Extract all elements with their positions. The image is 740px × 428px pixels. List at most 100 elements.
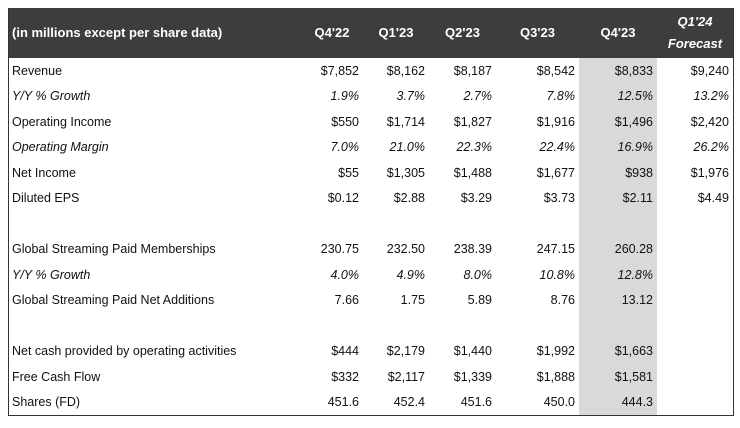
header-q3-23: Q3'23 (496, 8, 579, 58)
cell-value: 7.0% (330, 140, 360, 155)
cell-value: 22.4% (539, 140, 575, 155)
cell-value: $444 (331, 344, 359, 359)
spacer-row (9, 313, 733, 339)
cell-value (657, 339, 733, 365)
cell-value: $2,420 (690, 114, 729, 129)
cell-value: $9,240 (690, 63, 729, 78)
row-label: Net cash provided by operating activitie… (12, 344, 237, 359)
cell-value (657, 237, 733, 263)
cell-value: 12.8% (579, 262, 657, 288)
cell-value: $7,852 (320, 63, 359, 78)
cell-value: 13.12 (579, 287, 657, 313)
cell-value: 5.89 (467, 293, 492, 308)
cell-value: $1,714 (386, 114, 425, 129)
header-q4-22: Q4'22 (301, 8, 363, 58)
cell-value: $1,888 (536, 369, 575, 384)
cell-value: 7.8% (546, 89, 576, 104)
spacer-row (9, 211, 733, 237)
cell-value: 22.3% (456, 140, 492, 155)
header-q2-23: Q2'23 (429, 8, 496, 58)
row-label: Global Streaming Paid Memberships (12, 242, 216, 257)
table-row: Revenue $7,852 $8,162 $8,187 $8,542 $8,833 $9,… (9, 58, 733, 84)
cell-value: $8,187 (453, 63, 492, 78)
cell-value: 3.7% (396, 89, 426, 104)
cell-value: 260.28 (579, 236, 657, 262)
cell-value: 26.2% (693, 140, 729, 155)
row-label: Net Income (12, 165, 76, 180)
cell-value (579, 211, 657, 237)
cell-value: $2,179 (386, 344, 425, 359)
table-row: Y/Y % Growth 1.9% 3.7% 2.7% 7.8% 12.5% 13.2% (9, 83, 733, 109)
cell-value: $8,162 (386, 63, 425, 78)
cell-value: $3.29 (460, 191, 492, 206)
row-label: Diluted EPS (12, 191, 80, 206)
cell-value: $55 (338, 165, 359, 180)
cell-value: 7.66 (334, 293, 359, 308)
cell-value: 10.8% (539, 267, 575, 282)
cell-value: $1,663 (579, 338, 657, 364)
cell-value: 1.9% (330, 89, 360, 104)
row-label (9, 313, 301, 339)
table-row: Shares (FD) 451.6 452.4 451.6 450.0 444.3 (9, 389, 733, 416)
cell-value (657, 288, 733, 314)
cell-value: $1,827 (453, 114, 492, 129)
cell-value: $8,833 (579, 58, 657, 84)
cell-value (657, 390, 733, 416)
cell-value: $1,339 (453, 369, 492, 384)
cell-value: $1,305 (386, 165, 425, 180)
table-row: Global Streaming Paid Memberships 230.75 2… (9, 236, 733, 263)
cell-value: $332 (331, 369, 359, 384)
cell-value: 8.0% (463, 267, 493, 282)
cell-value (429, 313, 496, 339)
cell-value: $4.49 (697, 191, 729, 206)
row-label: Y/Y % Growth (12, 267, 91, 282)
table-row: Diluted EPS $0.12 $2.88 $3.29 $3.73 $2.11 $4.4… (9, 185, 733, 211)
cell-value: 451.6 (460, 395, 492, 410)
cell-value: 2.7% (463, 89, 493, 104)
cell-value: 21.0% (389, 140, 425, 155)
cell-value: $938 (579, 160, 657, 186)
cell-value: $1,992 (536, 344, 575, 359)
cell-value: 16.9% (579, 134, 657, 160)
cell-value (301, 211, 363, 237)
cell-value (429, 211, 496, 237)
table-row: Y/Y % Growth 4.0% 4.9% 8.0% 10.8% 12.8% (9, 262, 733, 288)
row-label: Operating Margin (12, 140, 109, 155)
cell-value: $2.11 (579, 185, 657, 211)
cell-value: 230.75 (320, 242, 359, 257)
cell-value: $8,542 (536, 63, 575, 78)
cell-value (657, 313, 733, 339)
cell-value (496, 211, 579, 237)
cell-value: 4.0% (330, 267, 360, 282)
row-label (9, 211, 301, 237)
cell-value: $3.73 (543, 191, 575, 206)
row-label: Revenue (12, 63, 63, 78)
cell-value: 444.3 (579, 389, 657, 415)
row-label: Y/Y % Growth (12, 89, 91, 104)
header-row: (in millions except per share data) Q4'2… (9, 8, 733, 58)
table-row: Net Income $55 $1,305 $1,488 $1,677 $938 $1,97… (9, 160, 733, 186)
cell-value (363, 313, 429, 339)
cell-value: $1,677 (536, 165, 575, 180)
cell-value: 4.9% (396, 267, 426, 282)
cell-value: 232.50 (386, 242, 425, 257)
cell-value: 8.76 (550, 293, 575, 308)
cell-value: 238.39 (453, 242, 492, 257)
table-row: Operating Margin 7.0% 21.0% 22.3% 22.4% 16.9%… (9, 134, 733, 160)
cell-value (579, 313, 657, 339)
cell-value: $2,117 (387, 369, 425, 384)
row-label: Shares (FD) (12, 395, 81, 410)
header-q1-23: Q1'23 (363, 8, 429, 58)
cell-value (301, 313, 363, 339)
cell-value: 247.15 (536, 242, 575, 257)
forecast-quarter: Q1'24 (677, 14, 713, 29)
cell-value: $1,976 (690, 165, 729, 180)
cell-value: $550 (331, 114, 359, 129)
table-row: Global Streaming Paid Net Additions 7.66 1… (9, 287, 733, 314)
header-label: (in millions except per share data) (9, 8, 301, 58)
cell-value: $1,581 (579, 364, 657, 390)
cell-value: 13.2% (693, 89, 729, 104)
cell-value (657, 211, 733, 237)
cell-value: 450.0 (543, 395, 575, 410)
row-label: Operating Income (12, 114, 112, 129)
